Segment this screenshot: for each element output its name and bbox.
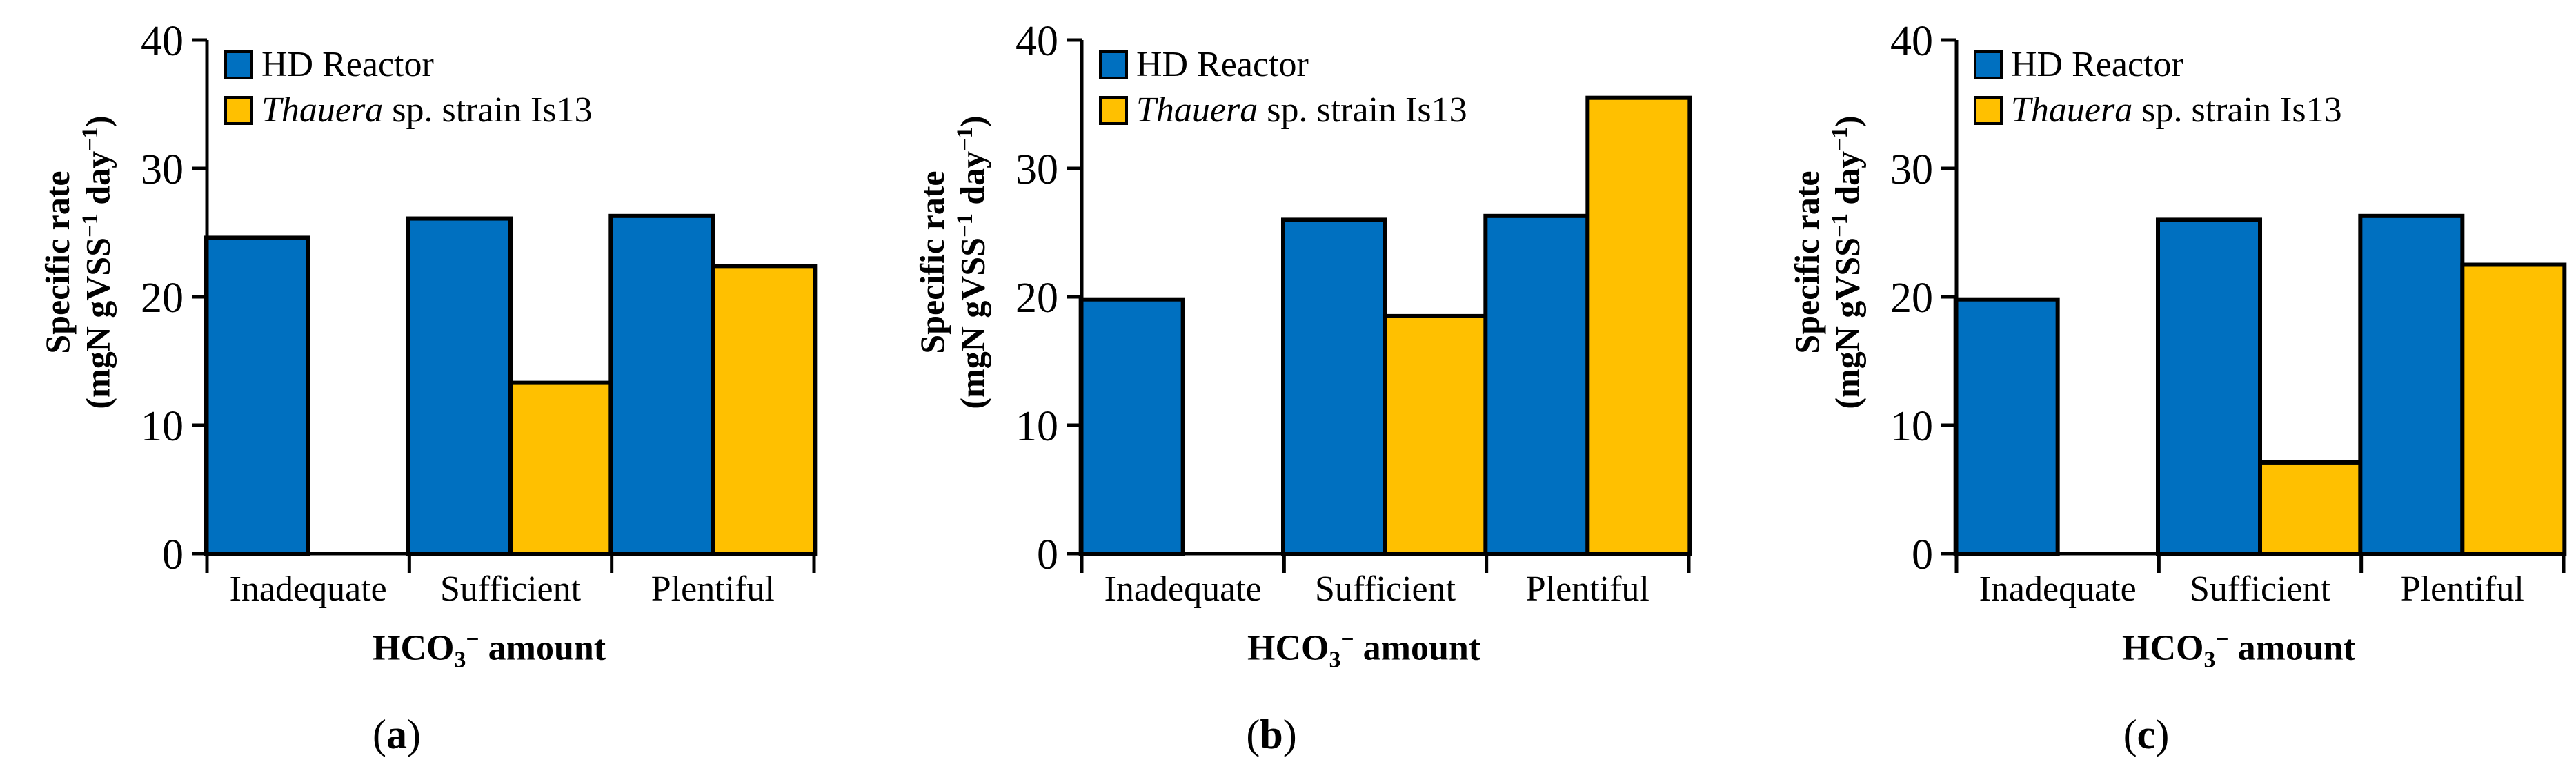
y-axis-label: Specific rate (mgN gVSS−1 day−1) — [1787, 115, 1867, 409]
x-tick-label-sufficient: Sufficient — [440, 569, 582, 609]
chart-a: Inadequate Sufficient Plentiful 0 10 20 30 40 — [141, 18, 818, 609]
bar-thauera-plentiful — [711, 264, 818, 556]
x-tick-label-sufficient: Sufficient — [2190, 569, 2331, 609]
bar-hd-inadequate — [204, 235, 310, 556]
legend-swatch-hd — [224, 50, 253, 79]
bar-hd-inadequate — [1078, 297, 1185, 556]
y-tick-label-10: 10 — [141, 403, 184, 450]
y-axis-label: Specific rate (mgN gVSS−1 day−1) — [38, 115, 117, 409]
x-axis-label: HCO3− amount — [373, 627, 606, 673]
x-tick-label-plentiful: Plentiful — [2401, 569, 2524, 609]
chart-b: Inadequate Sufficient Plentiful 0 10 20 30 40 — [1015, 18, 1692, 609]
bar-hd-inadequate — [1953, 297, 2060, 556]
panel-label: (a) — [373, 712, 421, 757]
panel-a: Inadequate Sufficient Plentiful 0 10 20 30 40 S… — [0, 0, 859, 780]
x-tick-label-plentiful: Plentiful — [1526, 569, 1649, 609]
y-tick-label-30: 30 — [1890, 146, 1933, 193]
bar-hd-plentiful — [2358, 213, 2465, 556]
bar-hd-plentiful — [608, 213, 715, 556]
bar-thauera-sufficient — [508, 380, 615, 556]
legend-item-thauera: Thauera sp. strain Is13 — [1974, 92, 2342, 128]
bar-hd-plentiful — [1483, 213, 1590, 556]
y-tick-label-30: 30 — [141, 146, 184, 193]
bar-thauera-sufficient — [1383, 313, 1489, 556]
legend-swatch-thauera — [1099, 96, 1128, 125]
legend-swatch-hd — [1099, 50, 1128, 79]
legend-item-thauera: Thauera sp. strain Is13 — [224, 92, 593, 128]
x-axis-label: HCO3− amount — [2122, 627, 2356, 673]
legend-swatch-thauera — [224, 96, 253, 125]
y-tick-label-40: 40 — [141, 18, 184, 65]
x-tick-label-inadequate: Inadequate — [230, 569, 387, 609]
x-axis-label: HCO3− amount — [1247, 627, 1481, 673]
y-tick-label-20: 20 — [1015, 275, 1058, 322]
bar-hd-sufficient — [406, 216, 513, 556]
bar-thauera-plentiful — [1585, 95, 1692, 556]
legend-item-hd: HD Reactor — [224, 47, 434, 83]
panel-c: Inadequate Sufficient Plentiful 0 10 20 30 40 S… — [1750, 0, 2576, 780]
panel-label: (b) — [1246, 712, 1297, 757]
y-tick-label-0: 0 — [1037, 532, 1058, 578]
bar-hd-sufficient — [2156, 217, 2262, 556]
panel-label: (c) — [2123, 712, 2170, 757]
y-tick-label-30: 30 — [1015, 146, 1058, 193]
legend-item-thauera: Thauera sp. strain Is13 — [1099, 92, 1467, 128]
x-tick-label-inadequate: Inadequate — [1104, 569, 1262, 609]
panel-b: Inadequate Sufficient Plentiful 0 10 20 30 40 S… — [875, 0, 1734, 780]
y-tick-label-0: 0 — [162, 532, 184, 578]
x-tick-label-inadequate: Inadequate — [1979, 569, 2137, 609]
legend-swatch-thauera — [1974, 96, 2003, 125]
x-tick-label-plentiful: Plentiful — [651, 569, 775, 609]
bar-thauera-plentiful — [2460, 262, 2567, 556]
legend-swatch-hd — [1974, 50, 2003, 79]
x-tick-label-sufficient: Sufficient — [1315, 569, 1456, 609]
legend-item-hd: HD Reactor — [1974, 47, 2183, 83]
y-tick-label-10: 10 — [1015, 403, 1058, 450]
y-tick-label-10: 10 — [1890, 403, 1933, 450]
legend-item-hd: HD Reactor — [1099, 47, 1309, 83]
y-axis-label: Specific rate (mgN gVSS−1 day−1) — [913, 115, 992, 409]
y-tick-label-0: 0 — [1912, 532, 1933, 578]
y-tick-label-20: 20 — [141, 275, 184, 322]
y-tick-label-40: 40 — [1015, 18, 1058, 65]
y-tick-label-40: 40 — [1890, 18, 1933, 65]
chart-c: Inadequate Sufficient Plentiful 0 10 20 30 40 — [1890, 18, 2567, 609]
y-tick-label-20: 20 — [1890, 275, 1933, 322]
bar-hd-sufficient — [1281, 217, 1387, 556]
bar-thauera-sufficient — [2258, 460, 2364, 556]
